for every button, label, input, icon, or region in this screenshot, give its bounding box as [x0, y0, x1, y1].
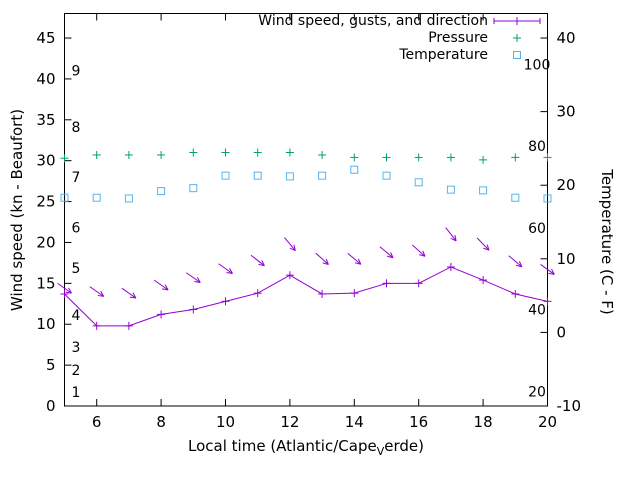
svg-text:100: 100 [524, 57, 551, 73]
svg-text:12: 12 [280, 413, 299, 431]
svg-text:6: 6 [72, 221, 81, 237]
x-axis-title: Local time (Atlantic/CapeVerde) [64, 437, 548, 458]
svg-text:0: 0 [557, 323, 567, 341]
svg-text:20: 20 [528, 384, 546, 400]
svg-text:5: 5 [72, 261, 81, 277]
svg-text:60: 60 [528, 221, 546, 237]
svg-text:20: 20 [557, 176, 576, 194]
x-axis-title-subscript: V [376, 445, 385, 458]
svg-text:18: 18 [474, 413, 493, 431]
svg-text:20: 20 [36, 233, 55, 251]
svg-text:45: 45 [36, 29, 55, 47]
svg-text:80: 80 [528, 139, 546, 155]
svg-text:10: 10 [36, 315, 55, 333]
svg-text:1: 1 [72, 385, 81, 401]
pressure-series [60, 148, 552, 164]
svg-text:-10: -10 [557, 397, 582, 415]
beaufort-scale-labels: 1 2 3 4 5 6 7 8 9 [72, 64, 81, 401]
svg-text:35: 35 [36, 111, 55, 129]
svg-text:9: 9 [72, 64, 81, 80]
legend-label-pressure: Pressure [428, 30, 488, 46]
svg-text:40: 40 [36, 70, 55, 88]
svg-text:16: 16 [409, 413, 428, 431]
svg-text:20: 20 [538, 413, 557, 431]
svg-text:3: 3 [72, 340, 81, 356]
svg-text:30: 30 [36, 152, 55, 170]
temperature-series [60, 165, 552, 203]
svg-text:40: 40 [528, 303, 546, 319]
svg-text:8: 8 [72, 120, 81, 136]
x-axis-title-suffix: erde) [384, 437, 424, 455]
svg-text:25: 25 [36, 193, 55, 211]
legend-samples [493, 17, 541, 59]
axes: 6 8 10 12 14 16 18 20051015202530354045-1001020… [36, 13, 582, 431]
wind-gust-direction-arrows [57, 227, 555, 299]
svg-text:2: 2 [72, 363, 81, 379]
svg-text:15: 15 [36, 274, 55, 292]
legend-label-wind: Wind speed, gusts, and direction [258, 13, 488, 29]
svg-text:5: 5 [46, 356, 56, 374]
svg-text:0: 0 [46, 397, 56, 415]
right-axis-title: Temperature (C - F) [598, 169, 616, 315]
x-axis-title-prefix: Local time (Atlantic/Cape [188, 437, 377, 455]
svg-text:40: 40 [557, 29, 576, 47]
svg-text:14: 14 [345, 413, 364, 431]
svg-text:4: 4 [72, 308, 81, 324]
wind-speed-series [60, 262, 552, 330]
svg-text:10: 10 [216, 413, 235, 431]
svg-text:10: 10 [557, 250, 576, 268]
svg-text:8: 8 [156, 413, 166, 431]
left-axis-title: Wind speed (kn - Beaufort) [8, 108, 26, 312]
svg-text:6: 6 [92, 413, 102, 431]
svg-text:7: 7 [72, 170, 81, 186]
svg-text:30: 30 [557, 103, 576, 121]
legend-label-temperature: Temperature [399, 47, 488, 63]
fahrenheit-scale-labels: 20 40 60 80 100 [524, 57, 551, 400]
